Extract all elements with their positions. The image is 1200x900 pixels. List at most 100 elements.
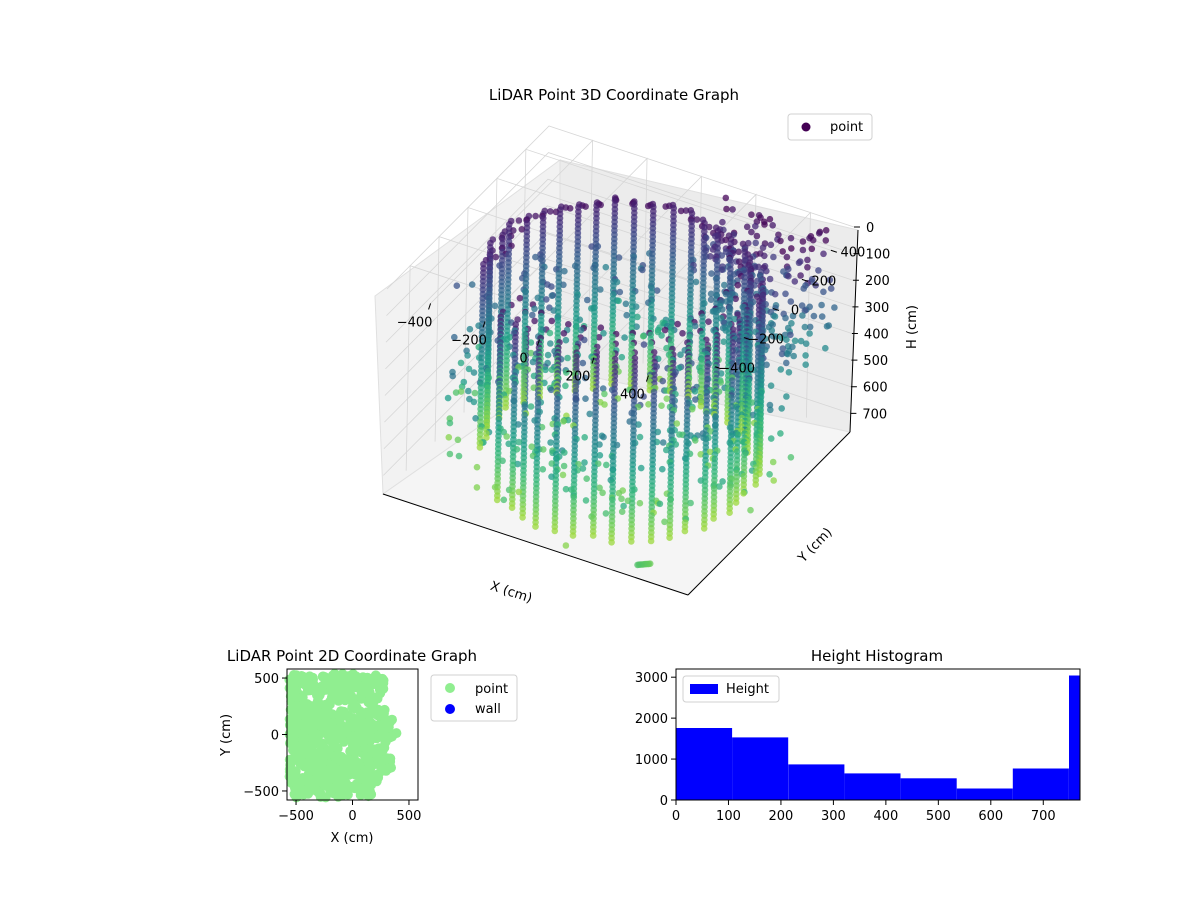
point-3d <box>787 454 795 461</box>
point-2d <box>343 678 354 689</box>
point-3d <box>547 439 554 446</box>
y-tick-label-hist: 3000 <box>635 671 668 686</box>
point-3d <box>596 452 604 459</box>
point-3d <box>584 296 591 304</box>
point-2d <box>289 739 299 750</box>
point-3d <box>658 402 665 410</box>
point-3d <box>471 389 479 397</box>
point-3d <box>777 366 785 373</box>
y-tick-3d <box>714 366 722 370</box>
x-tick-label-3d: 0 <box>519 352 527 367</box>
point-3d <box>809 236 817 244</box>
point-3d <box>778 334 785 342</box>
point-3d <box>747 506 754 514</box>
point-3d <box>766 471 773 478</box>
point-3d <box>822 237 830 244</box>
point-3d <box>445 434 453 441</box>
point-3d <box>677 207 685 215</box>
z-tick-label-3d: 0 <box>866 221 874 236</box>
x-tick-label-2d: 0 <box>348 809 356 824</box>
point-2d <box>310 738 321 749</box>
point-2d <box>382 753 392 764</box>
point-3d <box>801 307 809 314</box>
point-3d <box>778 405 785 412</box>
point-3d <box>527 349 535 357</box>
point-3d <box>632 303 640 311</box>
point-3d <box>551 527 559 535</box>
x-tick-label-3d: 400 <box>620 388 645 403</box>
point-2d <box>316 686 327 697</box>
point-2d <box>292 710 303 721</box>
point-3d <box>787 331 794 339</box>
y-tick-label-3d: −200 <box>748 333 784 348</box>
y-tick-label-hist: 0 <box>660 794 668 809</box>
point-3d <box>519 514 526 521</box>
point-3d <box>515 438 523 446</box>
point-3d <box>540 446 547 453</box>
point-2d <box>361 719 372 729</box>
point-3d <box>452 389 460 396</box>
x-tick-label-hist: 500 <box>926 809 951 824</box>
point-3d <box>743 223 751 231</box>
point-3d <box>779 345 787 352</box>
x-tick-label-hist: 400 <box>873 809 898 824</box>
point-3d <box>582 497 590 504</box>
point-3d <box>599 385 607 392</box>
point-3d <box>679 330 686 337</box>
x-tick-label-3d: −200 <box>451 333 487 348</box>
point-3d <box>636 433 644 441</box>
point-2d <box>317 671 328 682</box>
point-3d <box>692 437 699 444</box>
point-2d <box>314 788 325 799</box>
point-3d <box>804 264 811 271</box>
point-2d <box>349 764 360 775</box>
point-3d <box>827 285 835 292</box>
x-tick-label-hist: 0 <box>672 809 680 824</box>
point-3d <box>516 294 524 302</box>
chart-title-2d: LiDAR Point 2D Coordinate Graph <box>227 647 477 665</box>
point-2d <box>297 729 308 740</box>
point-3d <box>767 435 775 442</box>
ticks-hist: 0 100 200 300 400 500 600 700 0 1000 2000 3000 <box>635 671 1056 824</box>
point-2d <box>380 736 391 747</box>
point-3d <box>628 538 635 545</box>
point-3d <box>802 352 809 359</box>
point-3d <box>791 278 799 285</box>
point-3d <box>596 484 603 492</box>
legend-label-point-2d: point <box>475 682 508 697</box>
point-3d <box>799 238 807 245</box>
z-tick-label-3d: 700 <box>862 407 887 422</box>
point-3d <box>602 510 610 517</box>
point-3d <box>581 336 588 344</box>
point-3d <box>769 458 777 466</box>
point-3d <box>787 298 795 305</box>
point-3d <box>771 290 779 298</box>
bars-hist <box>676 675 1080 800</box>
point-3d <box>692 278 700 286</box>
point-3d <box>767 382 775 390</box>
legend-marker-point-2d <box>445 683 455 693</box>
point-2d <box>303 672 314 683</box>
point-2d <box>333 791 344 802</box>
point-3d <box>468 281 476 288</box>
point-2d <box>324 748 335 759</box>
point-3d <box>761 221 768 228</box>
point-3d <box>548 283 555 290</box>
point-3d <box>559 471 567 479</box>
point-3d <box>801 323 809 331</box>
plot-2d: LiDAR Point 2D Coordinate Graph −500 0 500… <box>219 647 518 846</box>
point-3d <box>562 336 570 344</box>
point-3d <box>820 250 827 258</box>
legend-marker-point-3d <box>801 122 811 132</box>
point-2d <box>297 692 308 703</box>
point-3d <box>600 433 607 441</box>
point-3d <box>647 537 655 545</box>
point-3d <box>731 315 738 323</box>
point-3d <box>740 490 747 497</box>
point-3d <box>547 208 554 215</box>
point-3d <box>748 228 755 236</box>
point-2d <box>371 750 382 760</box>
y-tick-label-2d: 500 <box>254 672 279 687</box>
point-3d <box>661 326 669 334</box>
point-2d <box>320 714 331 725</box>
